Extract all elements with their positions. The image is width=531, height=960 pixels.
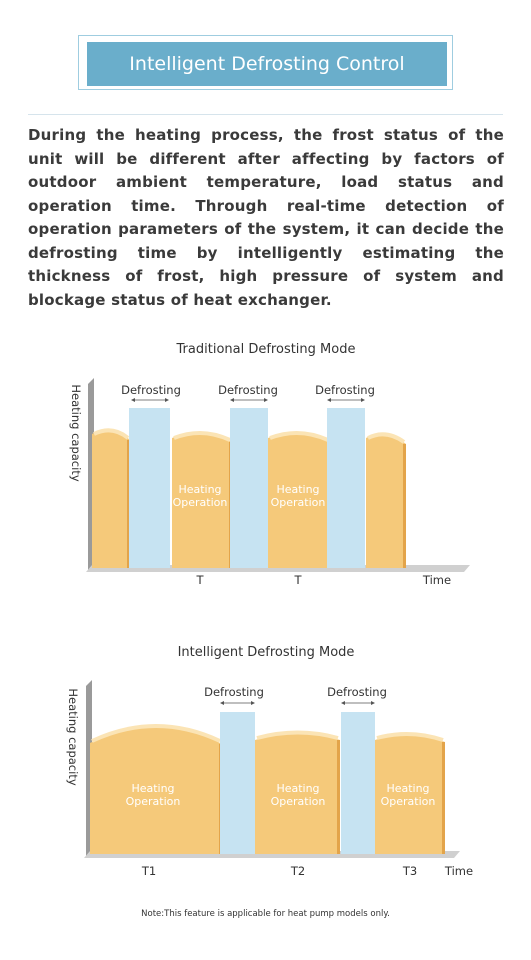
frost-cap: [91, 724, 221, 743]
defrost-label: Defrosting: [204, 685, 264, 699]
defrost-label: Defrosting: [315, 383, 375, 397]
heating-label: Heating Operation: [380, 782, 436, 808]
heating-label: Heating Operation: [270, 782, 326, 808]
diagram-title: Traditional Defrosting Mode: [176, 342, 356, 357]
heating-block: [90, 726, 222, 854]
header-frame: [78, 35, 453, 90]
frost-cap: [93, 428, 130, 440]
intelligent-diagram: [84, 680, 460, 858]
heating-block: [92, 430, 130, 568]
heating-block: [375, 734, 445, 854]
defrost-label: Defrosting: [121, 383, 181, 397]
diagram-title: Intelligent Defrosting Mode: [177, 645, 355, 660]
y-axis-label: Heating capacity: [69, 384, 83, 482]
heating-blocks: [90, 726, 445, 854]
frost-cap: [269, 431, 329, 442]
frost-caps: [93, 428, 406, 444]
heating-block: [255, 733, 340, 854]
x-tick-label: T1: [141, 864, 157, 878]
heating-label: Heating Operation: [125, 782, 181, 808]
heating-label: Heating Operation: [172, 483, 228, 509]
defrost-block: [129, 408, 170, 568]
frost-caps: [91, 724, 444, 743]
x-axis-label: Time: [444, 864, 474, 878]
defrost-block: [341, 712, 375, 854]
y-axis-label: Heating capacity: [66, 688, 80, 786]
x-tick-label: T: [196, 573, 204, 587]
block-shade: [442, 742, 445, 854]
x-tick-label: T3: [402, 864, 418, 878]
heating-block: [366, 434, 406, 568]
description: During the heating process, the frost st…: [28, 126, 504, 309]
defrost-block: [230, 408, 268, 568]
header-title: Intelligent Defrosting Control: [87, 42, 447, 86]
block-shade: [337, 740, 340, 854]
heating-block: [268, 432, 330, 568]
defrost-block: [220, 712, 255, 854]
divider: [28, 114, 503, 115]
defrost-blocks: [129, 408, 365, 568]
frost-cap: [367, 432, 406, 444]
frost-cap: [376, 731, 444, 742]
defrost-label: Defrosting: [327, 685, 387, 699]
heating-block: [172, 432, 232, 568]
block-shade: [403, 444, 406, 568]
defrost-block: [327, 408, 365, 568]
frost-cap: [256, 730, 339, 740]
heating-label: Heating Operation: [270, 483, 326, 509]
block-shade: [127, 440, 130, 568]
defrost-blocks: [220, 712, 375, 854]
defrost-label: Defrosting: [218, 383, 278, 397]
x-axis-label: Time: [422, 573, 452, 587]
x-tick-label: T2: [290, 864, 306, 878]
heating-blocks: [92, 430, 406, 568]
frost-cap: [173, 431, 231, 442]
footnote: Note:This feature is applicable for heat…: [141, 909, 390, 919]
x-tick-label: T: [294, 573, 302, 587]
traditional-diagram: [86, 378, 470, 572]
